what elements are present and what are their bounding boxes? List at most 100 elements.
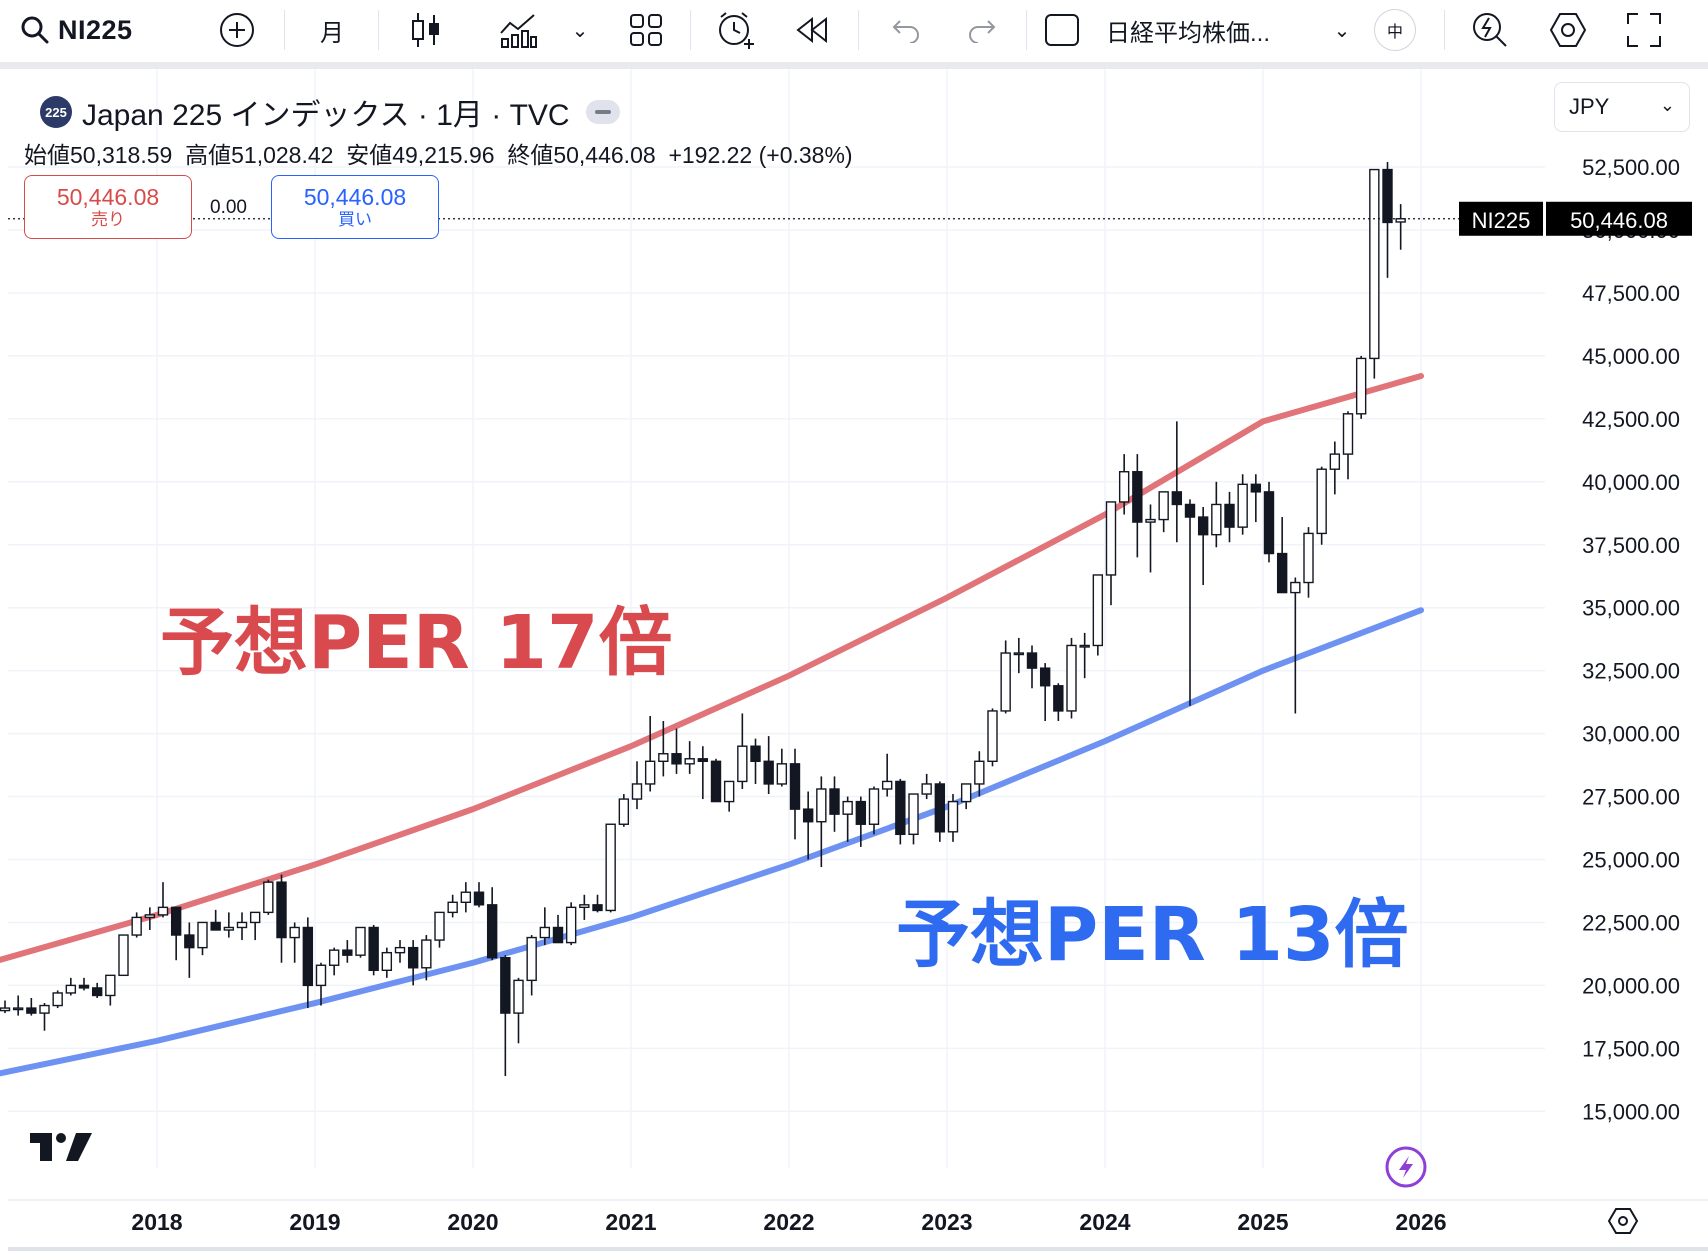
candle-body-up [1303,532,1314,584]
y-tick-label: 52,500.00 [1582,155,1680,180]
candle [170,906,182,961]
candle [881,753,893,797]
candle-body-up [131,916,142,936]
candle-body-up [315,964,327,987]
candle [447,894,458,918]
candle-body-up [631,783,643,800]
fullscreen-button[interactable] [1622,8,1666,52]
alert-button[interactable] [714,8,758,52]
symbol-search[interactable]: NI225 [20,8,170,52]
candle-body-up [539,926,551,939]
redo-icon [969,20,996,43]
candle [197,921,208,956]
y-tick-label: 35,000.00 [1582,596,1680,621]
candle [1184,499,1196,706]
candle [1132,454,1143,558]
candle [658,721,669,777]
separator [858,10,859,50]
candle-body-up [65,984,77,994]
candle [1211,481,1222,548]
candle-body-down [276,881,287,939]
candle-body-down [1382,168,1393,224]
candle-body-up [579,904,590,909]
rewind-icon [796,16,827,44]
chevron-down-icon[interactable]: ⌄ [1333,19,1351,42]
candle [947,794,959,842]
layouts-button[interactable] [624,8,668,52]
x-tick-label: 2025 [1237,1209,1288,1235]
settings-button[interactable] [1546,8,1590,52]
indicators-button[interactable] [496,8,540,52]
candle-body-down [26,1007,37,1014]
lightning-circle [1385,1146,1427,1188]
chart-type-button[interactable] [404,8,448,52]
candle-body-up [644,760,656,785]
candle-body-up [684,758,695,765]
separator [1026,10,1027,50]
undo-button[interactable] [884,8,928,52]
language-badge[interactable]: 中 [1374,8,1416,52]
candle-body-up [197,921,208,949]
chevron-down-icon[interactable]: ⌄ [571,19,589,42]
symbol-label: NI225 [58,14,133,45]
interval-button[interactable]: 月 [320,19,344,47]
candle-body-up [987,710,998,762]
candle [829,776,840,832]
close-value: 50,446.08 [553,142,656,168]
compare-button[interactable] [215,8,259,52]
low-label: 安値 [346,142,393,168]
buy-button[interactable]: 50,446.08 買い [271,175,439,239]
y-tick-label: 15,000.00 [1582,1099,1680,1124]
candle-body-up [658,753,669,762]
separator [690,10,691,50]
symbol-logo: 225 [40,96,72,128]
chart-pane[interactable] [8,69,1708,1254]
y-tick-label: 22,500.00 [1582,910,1680,935]
quick-search-button[interactable] [1468,8,1512,52]
currency-select[interactable]: JPY ⌄ [1554,82,1690,132]
candle-body-down [552,926,564,944]
candle [1000,640,1011,714]
candle-body-down [789,763,801,810]
candle [1026,645,1038,689]
candle [934,781,946,842]
redo-button[interactable] [960,8,1004,52]
candle-body-up [565,906,577,944]
candle-body-down [170,906,182,936]
candle-body-up [908,793,919,836]
candle [513,977,524,1044]
candle-body-up [0,1007,11,1012]
ohlc-values: 始値50,318.59 高値51,028.42 安値49,215.96 終値50… [24,136,853,170]
candle-body-down [1276,552,1288,594]
y-tick-label: 20,000.00 [1582,973,1680,998]
candle [737,713,748,789]
candle-body-up [1066,644,1077,712]
series-legend: 225 Japan 225 インデックス · 1月 · TVC [16,90,620,134]
candle-body-down [855,800,867,825]
replay-button[interactable] [790,8,834,52]
layout-name-checkbox[interactable] [1040,8,1084,52]
candle [105,974,116,1006]
candle-body-up [921,783,932,795]
instrument-name[interactable]: 日経平均株価... [1106,19,1271,47]
candle [1276,517,1288,594]
y-tick-label: 25,000.00 [1582,848,1680,873]
x-tick-label: 2018 [131,1209,182,1235]
candle [184,922,195,978]
candle [618,794,630,827]
candle [52,990,63,1009]
high-label: 高値 [185,142,232,168]
per17-annotation: 予想PER 17倍 [160,600,673,686]
candle [1118,454,1130,515]
close-label: 終値 [507,142,554,168]
candle-body-up [39,1004,50,1014]
candle-body-up [1355,357,1367,415]
change-value: +192.22 (+0.38%) [668,142,853,168]
candle [486,887,498,961]
y-tick-label: 30,000.00 [1582,722,1680,747]
sell-button[interactable]: 50,446.08 売り [24,175,192,239]
candle [539,907,551,946]
series-title[interactable]: Japan 225 インデックス · 1月 · TVC [82,99,570,132]
candle-body-down [302,926,314,987]
collapse-legend-button[interactable] [585,100,620,124]
